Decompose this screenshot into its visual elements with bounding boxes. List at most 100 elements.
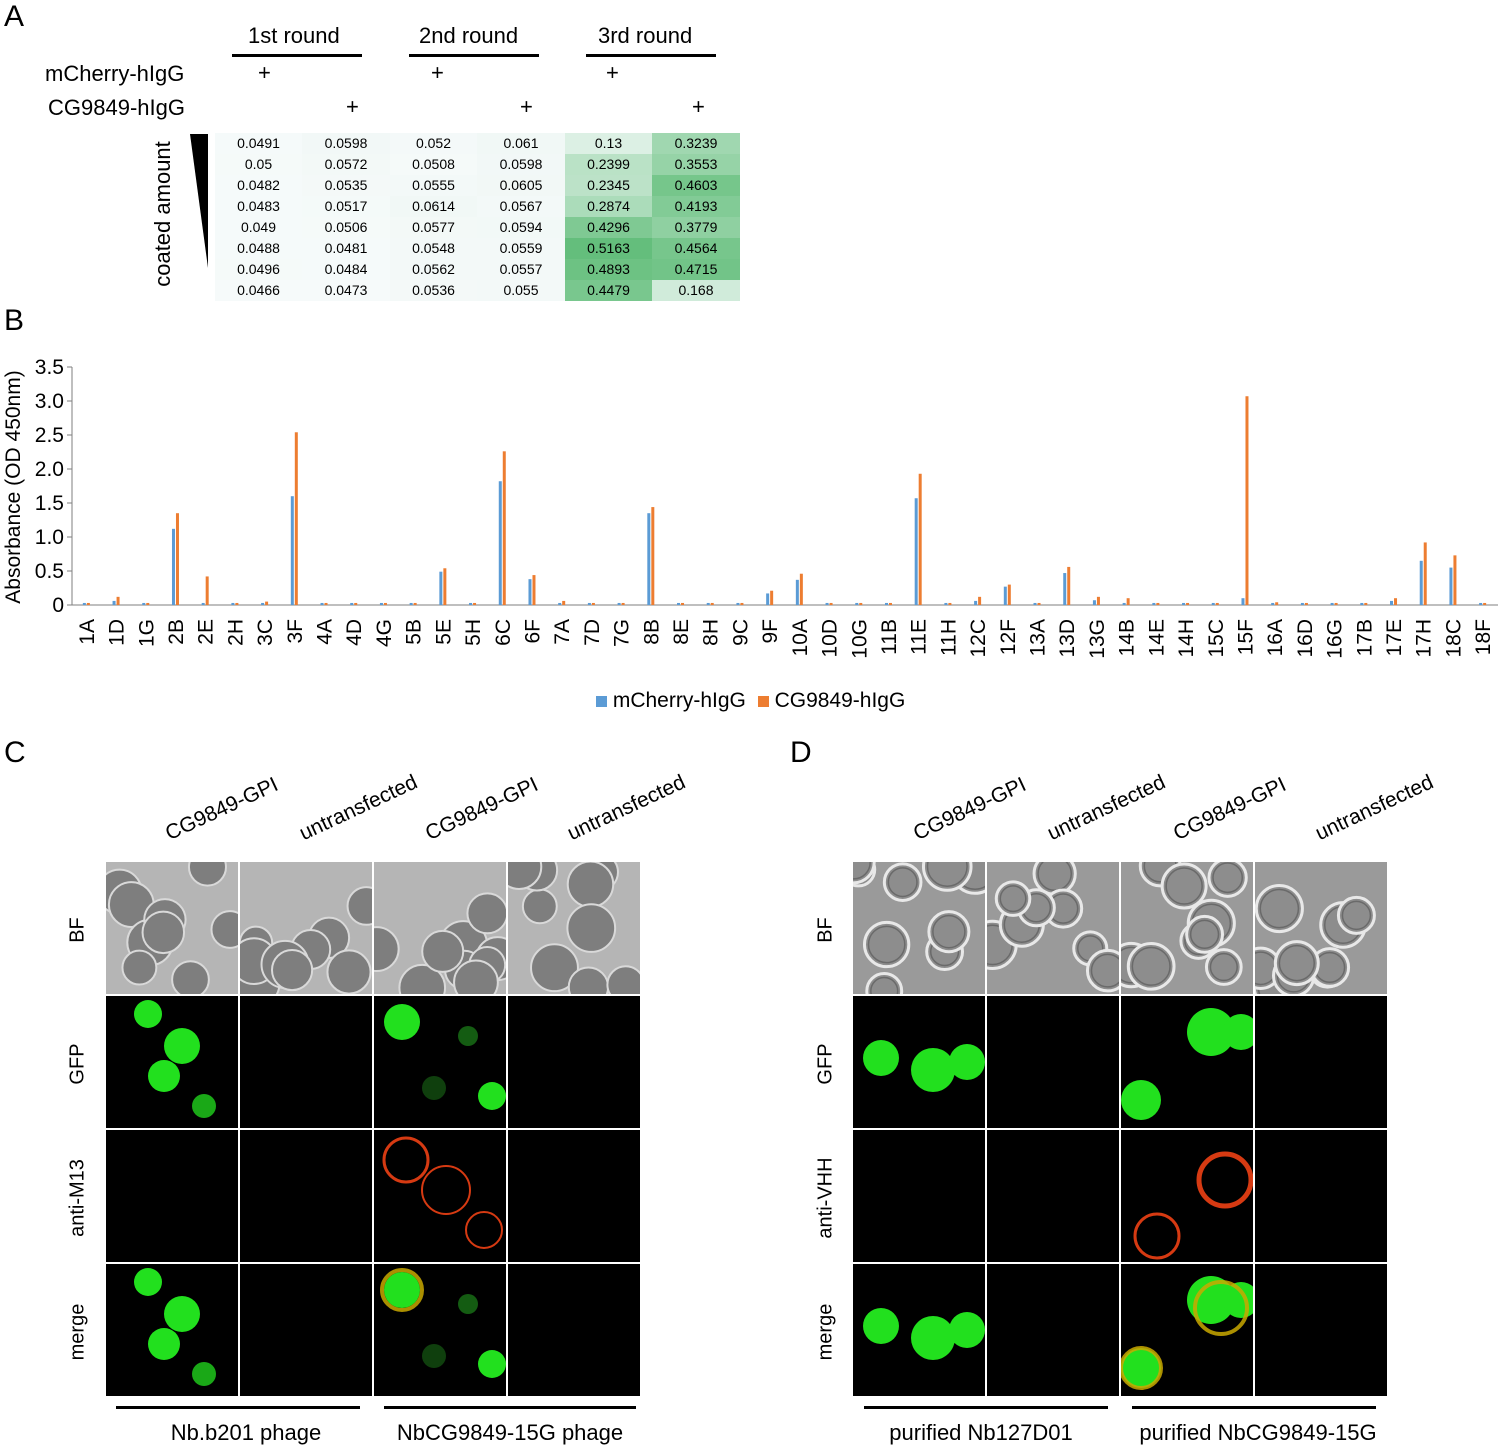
y-tick-label: 2.5 bbox=[35, 424, 64, 447]
table-cell: 0.0491 bbox=[215, 133, 302, 154]
table-cell: 0.0577 bbox=[390, 217, 477, 238]
table-cell: 0.0555 bbox=[390, 175, 477, 196]
bar-cg9849 bbox=[413, 602, 417, 605]
round-3-header: 3rd round bbox=[598, 23, 693, 48]
bar-mcherry bbox=[1241, 598, 1245, 605]
x-tick-label: 9C bbox=[729, 619, 752, 646]
micrograph-tile bbox=[987, 862, 1119, 994]
plus-sign: + bbox=[520, 94, 533, 119]
table-cell: 0.0598 bbox=[302, 133, 390, 154]
row-label: GFP bbox=[66, 1043, 89, 1085]
round-2-header: 2nd round bbox=[419, 23, 519, 48]
bar-cg9849 bbox=[443, 568, 447, 605]
x-tick-label: 5B bbox=[403, 619, 426, 645]
bar-mcherry bbox=[320, 602, 324, 605]
bar-mcherry bbox=[1182, 602, 1186, 605]
group-label: Nb.b201 phage bbox=[170, 1420, 322, 1445]
bar-mcherry bbox=[439, 571, 443, 605]
x-tick-label: 14E bbox=[1145, 619, 1168, 656]
bar-chart: 0 0.5 1.0 1.5 2.0 2.5 3.0 3.5 1A 1D 1G 2B 2E 2H 3C 3F 4A… bbox=[35, 356, 1498, 659]
table-cell: 0.168 bbox=[652, 280, 740, 301]
micrograph-tile bbox=[106, 996, 238, 1128]
bar-cg9849 bbox=[918, 473, 922, 605]
micrograph-tile bbox=[853, 1264, 985, 1396]
row-label: anti-M13 bbox=[66, 1159, 89, 1237]
table-cell: 0.049 bbox=[215, 217, 302, 238]
micrograph-tile bbox=[987, 996, 1119, 1128]
micrograph-tile bbox=[1255, 996, 1387, 1128]
table-cell: 0.3239 bbox=[652, 133, 740, 154]
table-cell: 0.0594 bbox=[477, 217, 565, 238]
bar-mcherry bbox=[142, 602, 146, 605]
bar-cg9849 bbox=[116, 596, 120, 605]
micrograph-tile bbox=[853, 996, 985, 1128]
x-tick-label: 16A bbox=[1264, 619, 1287, 656]
bar-cg9849 bbox=[1037, 602, 1041, 605]
bar-mcherry bbox=[231, 602, 235, 605]
bar-cg9849 bbox=[1156, 602, 1160, 605]
group-line bbox=[116, 1406, 360, 1409]
x-tick-label: 9F bbox=[759, 619, 782, 644]
x-tick-label: 4G bbox=[373, 619, 396, 647]
bar-mcherry bbox=[112, 600, 116, 605]
legend-label-mcherry: mCherry-hIgG bbox=[612, 689, 746, 712]
table-cell: 0.0466 bbox=[215, 280, 302, 301]
plus-sign: + bbox=[346, 94, 359, 119]
col-label: CG9849-GPI bbox=[1169, 772, 1290, 846]
bar-cg9849 bbox=[86, 602, 90, 605]
bar-cg9849 bbox=[1423, 542, 1427, 605]
bar-mcherry bbox=[379, 602, 383, 605]
bar-cg9849 bbox=[383, 602, 387, 605]
x-tick-label: 1G bbox=[135, 619, 158, 647]
table-cell: 0.4193 bbox=[652, 196, 740, 217]
micrograph-tile bbox=[1121, 862, 1253, 994]
bar-cg9849 bbox=[1067, 566, 1071, 605]
micrograph-tile bbox=[508, 996, 640, 1128]
col-label: untransfected bbox=[1043, 770, 1169, 846]
row-label: merge bbox=[66, 1303, 89, 1361]
bar-cg9849 bbox=[562, 600, 566, 605]
round-2-line bbox=[409, 54, 539, 57]
bar-mcherry bbox=[350, 602, 354, 605]
group-line bbox=[384, 1406, 636, 1409]
x-tick-label: 7A bbox=[551, 619, 574, 645]
legend-label-cg9849: CG9849-hIgG bbox=[774, 689, 906, 712]
bar-cg9849 bbox=[502, 451, 506, 605]
bar-mcherry bbox=[201, 602, 205, 605]
x-tick-label: 10D bbox=[819, 619, 842, 658]
micrograph-tile bbox=[987, 1264, 1119, 1396]
bar-cg9849 bbox=[710, 602, 714, 605]
bar-mcherry bbox=[587, 602, 591, 605]
col-label: CG9849-GPI bbox=[421, 772, 542, 846]
bar-cg9849 bbox=[681, 602, 685, 605]
bar-mcherry bbox=[944, 602, 948, 605]
table-cell: 0.4479 bbox=[565, 280, 652, 301]
micrograph-tile bbox=[374, 1264, 506, 1396]
plus-sign: + bbox=[258, 60, 271, 85]
bar-mcherry bbox=[528, 579, 532, 605]
y-tick-label: 3.5 bbox=[35, 356, 64, 379]
micrograph-grid-d bbox=[853, 862, 1389, 1398]
bar-cg9849 bbox=[1334, 602, 1338, 605]
micrograph-tile bbox=[853, 862, 985, 994]
row-label-cg9849: CG9849-hIgG bbox=[48, 95, 185, 120]
bar-cg9849 bbox=[473, 602, 477, 605]
table-cell: 0.0481 bbox=[302, 238, 390, 259]
panel-c-letter: C bbox=[4, 736, 26, 769]
bar-cg9849 bbox=[235, 602, 239, 605]
bar-mcherry bbox=[1390, 600, 1394, 605]
x-tick-label: 8H bbox=[700, 619, 723, 646]
gradient-wedge-icon bbox=[190, 134, 208, 268]
x-tick-label: 1A bbox=[76, 619, 99, 645]
table-cell: 0.4603 bbox=[652, 175, 740, 196]
x-tick-label: 10A bbox=[789, 619, 812, 656]
x-tick-label: 12C bbox=[967, 619, 990, 658]
micrograph-tile bbox=[508, 1130, 640, 1262]
table-cell: 0.4893 bbox=[565, 259, 652, 280]
micrograph-tile bbox=[1255, 862, 1387, 994]
table-cell: 0.052 bbox=[390, 133, 477, 154]
group-label: NbCG9849-15G phage bbox=[396, 1420, 624, 1445]
micrograph-tile bbox=[1255, 1130, 1387, 1262]
table-cell: 0.0488 bbox=[215, 238, 302, 259]
x-tick-label: 17E bbox=[1383, 619, 1406, 656]
